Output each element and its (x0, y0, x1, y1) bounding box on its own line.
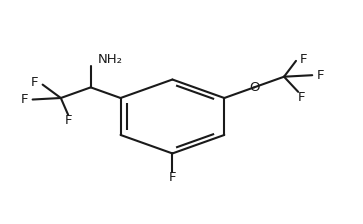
Text: F: F (298, 91, 306, 104)
Text: F: F (21, 93, 28, 106)
Text: F: F (65, 114, 73, 127)
Text: F: F (300, 53, 308, 66)
Text: F: F (317, 69, 324, 82)
Text: O: O (249, 81, 260, 94)
Text: F: F (31, 76, 38, 89)
Text: F: F (169, 171, 176, 184)
Text: NH₂: NH₂ (98, 53, 123, 66)
